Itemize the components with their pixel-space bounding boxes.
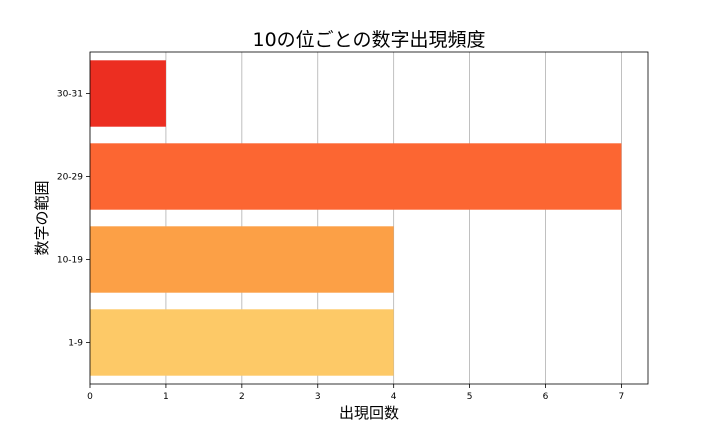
bar-30-31 [90, 60, 166, 127]
x-axis-label: 出現回数 [339, 404, 399, 422]
x-tick-label: 7 [619, 392, 625, 402]
y-ticks: 1-9 10-19 20-29 30-31 [57, 90, 90, 349]
x-tick-label: 5 [467, 392, 473, 402]
bars [90, 60, 622, 376]
plot-frame [89, 51, 649, 385]
x-tick-label: 2 [239, 392, 245, 402]
y-tick-label: 30-31 [57, 90, 83, 100]
x-ticks: 0 1 2 3 4 5 6 7 [87, 384, 624, 402]
x-tick-label: 6 [543, 392, 549, 402]
x-tick-label: 3 [315, 392, 321, 402]
chart-title: 10の位ごとの数字出現頻度 [253, 29, 486, 51]
y-tick-label: 1-9 [68, 339, 83, 349]
x-tick-label: 0 [87, 392, 93, 402]
x-tick-label: 4 [391, 392, 397, 402]
x-tick-label: 1 [163, 392, 169, 402]
bar-20-29 [90, 143, 622, 210]
bar-10-19 [90, 226, 394, 293]
bar-1-9 [90, 309, 394, 376]
y-axis-label: 数字の範囲 [33, 180, 51, 255]
y-tick-label: 10-19 [57, 256, 83, 266]
y-tick-label: 20-29 [57, 173, 83, 183]
